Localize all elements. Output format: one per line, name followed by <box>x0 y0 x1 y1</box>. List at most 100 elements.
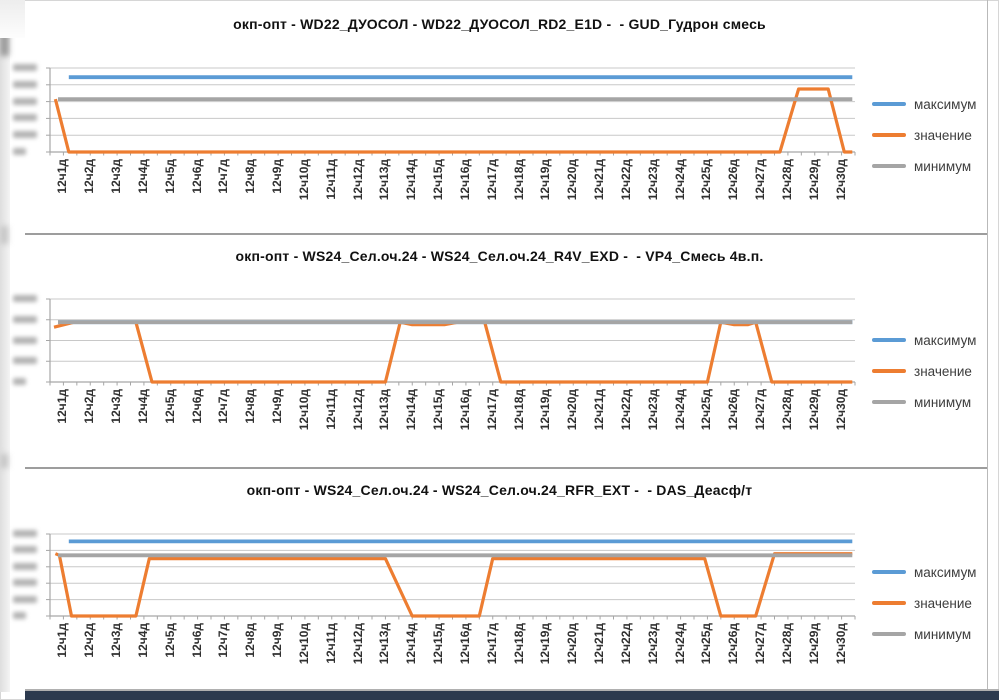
series-line-значение <box>54 552 853 618</box>
chart-panel[interactable]: окп-опт - WD22_ДУОСОЛ - WD22_ДУОСОЛ_RD2_… <box>0 6 999 234</box>
legend-line-swatch <box>872 102 906 106</box>
legend-line-swatch <box>872 601 906 605</box>
y-axis-label-blurred <box>13 612 26 619</box>
bottom-left-margin <box>0 0 25 38</box>
x-axis-label: 12ч25д <box>699 623 714 665</box>
blurred-margin-artifact <box>0 454 8 468</box>
series-line-значение <box>53 320 853 384</box>
chart-panel[interactable]: окп-опт - WS24_Сел.оч.24 - WS24_Сел.оч.2… <box>0 236 999 468</box>
x-axis-label: 12ч12д <box>350 389 365 431</box>
x-axis-label: 12ч13д <box>377 389 392 431</box>
legend-line-swatch <box>872 133 906 137</box>
x-axis-label: 12ч20д <box>565 389 580 431</box>
sheet-right-border <box>987 0 988 692</box>
x-axis-label: 12ч28д <box>779 389 794 431</box>
legend-item-значение[interactable]: значение <box>872 361 976 381</box>
x-axis-label: 12ч26д <box>726 389 741 431</box>
x-axis-label: 12ч19д <box>538 159 553 201</box>
x-axis-label: 12ч15д <box>431 389 446 431</box>
legend-item-минимум[interactable]: минимум <box>872 156 976 176</box>
legend-line-swatch <box>872 632 906 636</box>
legend-label: максимум <box>914 564 977 580</box>
plot-area <box>46 533 856 620</box>
chart-panel-divider <box>25 233 987 235</box>
y-axis-label-blurred <box>13 80 37 88</box>
chart-panel[interactable]: окп-опт - WS24_Сел.оч.24 - WS24_Сел.оч.2… <box>0 470 999 692</box>
x-axis-label: 12ч4д <box>135 389 150 424</box>
x-axis-label: 12ч17д <box>484 389 499 431</box>
x-axis-label: 12ч21д <box>592 159 607 201</box>
x-axis-label: 12ч14д <box>404 159 419 201</box>
x-axis-label: 12ч30д <box>833 623 848 665</box>
x-axis-label: 12ч7д <box>216 623 231 658</box>
x-axis-label: 12ч5д <box>162 389 177 424</box>
x-axis-label: 12ч9д <box>270 389 285 424</box>
x-axis-label: 12ч24д <box>672 623 687 665</box>
x-axis-label: 12ч15д <box>431 159 446 201</box>
x-axis-label: 12ч5д <box>162 159 177 194</box>
legend[interactable]: максимум значение минимум <box>872 562 976 655</box>
x-axis-label: 12ч24д <box>672 159 687 201</box>
y-axis-label-blurred <box>13 546 37 554</box>
x-axis-label: 12ч18д <box>511 623 526 665</box>
x-axis-label: 12ч29д <box>806 623 821 665</box>
x-axis-label: 12ч9д <box>270 159 285 194</box>
x-axis-label: 12ч8д <box>243 159 258 194</box>
y-axis-label-blurred <box>13 595 37 603</box>
legend-line-swatch <box>872 570 906 574</box>
legend-item-значение[interactable]: значение <box>872 593 976 613</box>
x-axis-label: 12ч11д <box>323 389 338 430</box>
x-axis-label: 12ч13д <box>377 159 392 201</box>
x-axis-label: 12ч3д <box>109 623 124 658</box>
x-axis-label: 12ч24д <box>672 389 687 431</box>
x-axis-label: 12ч22д <box>618 389 633 431</box>
y-axis-label-blurred <box>13 378 26 385</box>
legend-label: минимум <box>914 626 972 642</box>
legend-item-максимум[interactable]: максимум <box>872 94 976 114</box>
x-axis-label: 12ч18д <box>511 389 526 431</box>
x-axis-label: 12ч17д <box>484 159 499 201</box>
x-axis-label: 12ч6д <box>189 623 204 658</box>
x-axis-label: 12ч22д <box>618 159 633 201</box>
x-axis-label: 12ч25д <box>699 389 714 431</box>
x-axis-label: 12ч16д <box>457 159 472 201</box>
legend-item-значение[interactable]: значение <box>872 125 976 145</box>
legend[interactable]: максимум значение минимум <box>872 94 976 187</box>
legend-item-максимум[interactable]: максимум <box>872 330 976 350</box>
x-axis-label: 12ч27д <box>753 623 768 665</box>
x-axis-label: 12ч1д <box>55 389 70 424</box>
legend-item-максимум[interactable]: максимум <box>872 562 976 582</box>
x-axis-label: 12ч23д <box>645 623 660 665</box>
x-axis-label: 12ч14д <box>404 389 419 431</box>
x-axis-label: 12ч16д <box>457 389 472 431</box>
x-axis-label: 12ч29д <box>806 389 821 431</box>
y-axis-label-blurred <box>13 295 37 302</box>
x-axis-label: 12ч6д <box>189 389 204 424</box>
x-axis-label: 12ч19д <box>538 389 553 431</box>
blurred-margin-artifact <box>0 226 8 244</box>
x-axis-label: 12ч22д <box>618 623 633 665</box>
x-axis-label: 12ч2д <box>82 623 97 658</box>
legend-item-минимум[interactable]: минимум <box>872 624 976 644</box>
x-axis-label: 12ч10д <box>296 623 311 665</box>
x-axis-label: 12ч23д <box>645 389 660 431</box>
sheet-bottom-border <box>25 689 999 691</box>
legend-item-минимум[interactable]: минимум <box>872 392 976 412</box>
x-axis-label: 12ч26д <box>726 159 741 201</box>
x-axis-label: 12ч10д <box>296 389 311 431</box>
chart-panel-divider <box>25 467 987 469</box>
legend-label: значение <box>914 363 972 379</box>
x-axis-label: 12ч11д <box>323 623 338 664</box>
legend-label: минимум <box>914 394 972 410</box>
legend[interactable]: максимум значение минимум <box>872 330 976 423</box>
x-axis-label: 12ч10д <box>296 159 311 201</box>
x-axis-label: 12ч28д <box>779 623 794 665</box>
y-axis-label-blurred <box>13 315 37 323</box>
x-axis-label: 12ч8д <box>243 623 258 658</box>
y-axis-label-blurred <box>13 562 37 570</box>
y-axis-label-blurred <box>13 131 37 139</box>
x-axis-label: 12ч12д <box>350 623 365 665</box>
x-axis-label: 12ч4д <box>135 623 150 658</box>
chart-title: окп-опт - WD22_ДУОСОЛ - WD22_ДУОСОЛ_RD2_… <box>233 16 766 32</box>
